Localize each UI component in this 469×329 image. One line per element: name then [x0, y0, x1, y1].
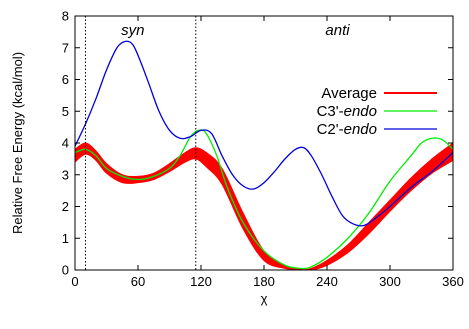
y-tick-label: 7 [62, 40, 69, 55]
y-tick-label: 6 [62, 72, 69, 87]
x-tick-label: 180 [253, 274, 275, 289]
x-tick-label: 360 [442, 274, 464, 289]
series-band-average [75, 142, 453, 270]
x-tick-label: 300 [379, 274, 401, 289]
x-tick-label: 0 [71, 274, 78, 289]
y-tick-label: 4 [62, 136, 69, 151]
y-tick-label: 2 [62, 199, 69, 214]
series-line-c3-endo [75, 129, 453, 270]
y-tick-label: 8 [62, 9, 69, 24]
plot-frame [74, 15, 454, 271]
y-tick-label: 5 [62, 104, 69, 119]
y-tick-label: 3 [62, 167, 69, 182]
legend-label-average: Average [321, 85, 377, 102]
y-axis-title: Relative Free Energy (kcal/mol) [10, 52, 25, 234]
legend-label-c2-endo: C2'-endo [317, 121, 377, 138]
x-tick-label: 120 [190, 274, 212, 289]
y-tick-label: 0 [62, 263, 69, 278]
x-axis-title: χ [261, 291, 268, 306]
plot-border [74, 15, 454, 271]
y-tick-label: 1 [62, 231, 69, 246]
axis-ticks: 0 60 120 180 240 300 360 0 1 2 3 4 5 6 7 8 [62, 9, 464, 290]
series-line-c2-endo [75, 40, 453, 227]
chart-labels: χ Relative Free Energy (kcal/mol) syn ant… [10, 22, 350, 306]
x-tick-label: 60 [131, 274, 145, 289]
region-label-anti: anti [325, 22, 350, 39]
region-label-syn: syn [121, 22, 144, 39]
plot-marks [75, 40, 453, 270]
x-tick-label: 240 [316, 274, 338, 289]
legend-label-c3-endo: C3'-endo [317, 103, 377, 120]
